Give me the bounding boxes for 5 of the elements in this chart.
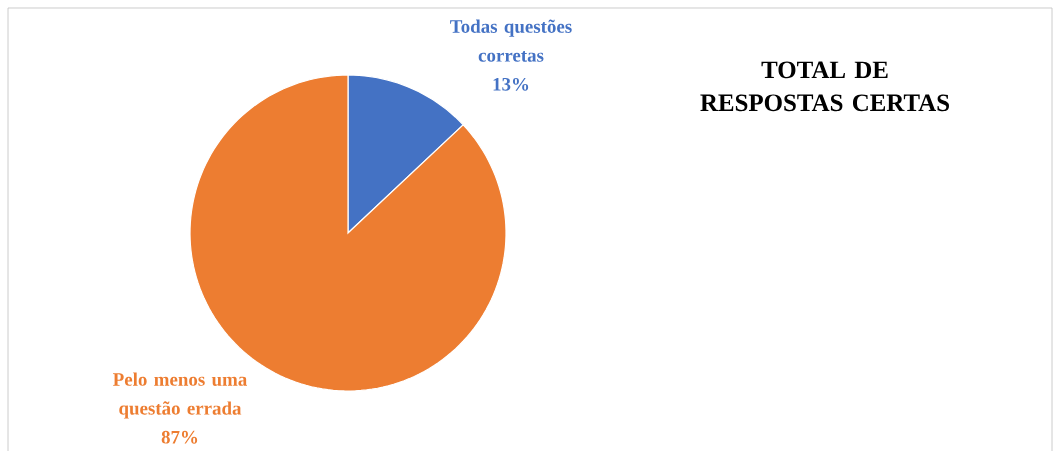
data-label: 13%: [493, 77, 529, 91]
data-label: 87%: [161, 430, 198, 444]
slice-label: Todas questões corretas: [450, 19, 572, 62]
slice-label: Pelo menos uma questão errada: [113, 372, 247, 419]
text: TOTAL DE RESPOSTAS CERTAS: [700, 61, 949, 112]
